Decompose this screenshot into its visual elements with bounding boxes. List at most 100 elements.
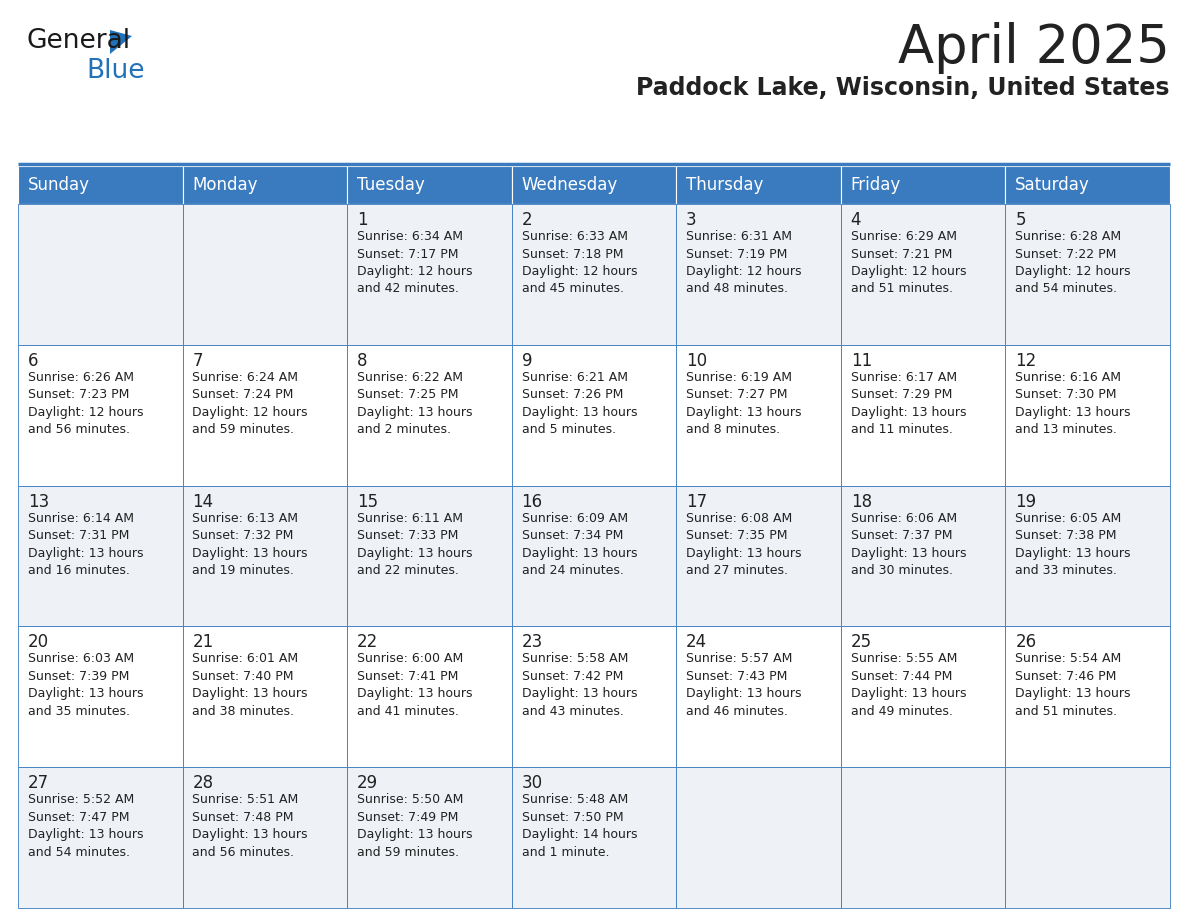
FancyBboxPatch shape: [18, 166, 183, 204]
Text: Sunrise: 6:33 AM
Sunset: 7:18 PM
Daylight: 12 hours
and 45 minutes.: Sunrise: 6:33 AM Sunset: 7:18 PM Dayligh…: [522, 230, 637, 296]
Text: 28: 28: [192, 774, 214, 792]
Text: Sunrise: 6:13 AM
Sunset: 7:32 PM
Daylight: 13 hours
and 19 minutes.: Sunrise: 6:13 AM Sunset: 7:32 PM Dayligh…: [192, 511, 308, 577]
FancyBboxPatch shape: [512, 486, 676, 626]
Text: 13: 13: [27, 493, 49, 510]
Text: 5: 5: [1016, 211, 1025, 229]
Text: Sunrise: 6:16 AM
Sunset: 7:30 PM
Daylight: 13 hours
and 13 minutes.: Sunrise: 6:16 AM Sunset: 7:30 PM Dayligh…: [1016, 371, 1131, 436]
Text: Sunrise: 6:11 AM
Sunset: 7:33 PM
Daylight: 13 hours
and 22 minutes.: Sunrise: 6:11 AM Sunset: 7:33 PM Dayligh…: [358, 511, 473, 577]
Text: Sunrise: 5:58 AM
Sunset: 7:42 PM
Daylight: 13 hours
and 43 minutes.: Sunrise: 5:58 AM Sunset: 7:42 PM Dayligh…: [522, 653, 637, 718]
FancyBboxPatch shape: [18, 486, 183, 626]
Text: Sunrise: 6:17 AM
Sunset: 7:29 PM
Daylight: 13 hours
and 11 minutes.: Sunrise: 6:17 AM Sunset: 7:29 PM Dayligh…: [851, 371, 966, 436]
FancyBboxPatch shape: [347, 486, 512, 626]
Text: Sunrise: 5:52 AM
Sunset: 7:47 PM
Daylight: 13 hours
and 54 minutes.: Sunrise: 5:52 AM Sunset: 7:47 PM Dayligh…: [27, 793, 144, 858]
Text: Sunrise: 6:28 AM
Sunset: 7:22 PM
Daylight: 12 hours
and 54 minutes.: Sunrise: 6:28 AM Sunset: 7:22 PM Dayligh…: [1016, 230, 1131, 296]
Text: Sunrise: 6:19 AM
Sunset: 7:27 PM
Daylight: 13 hours
and 8 minutes.: Sunrise: 6:19 AM Sunset: 7:27 PM Dayligh…: [687, 371, 802, 436]
FancyBboxPatch shape: [1005, 204, 1170, 345]
Text: Sunrise: 6:24 AM
Sunset: 7:24 PM
Daylight: 12 hours
and 59 minutes.: Sunrise: 6:24 AM Sunset: 7:24 PM Dayligh…: [192, 371, 308, 436]
Text: 6: 6: [27, 352, 38, 370]
Text: Sunrise: 6:29 AM
Sunset: 7:21 PM
Daylight: 12 hours
and 51 minutes.: Sunrise: 6:29 AM Sunset: 7:21 PM Dayligh…: [851, 230, 966, 296]
FancyBboxPatch shape: [183, 345, 347, 486]
Text: 30: 30: [522, 774, 543, 792]
Text: Sunrise: 6:21 AM
Sunset: 7:26 PM
Daylight: 13 hours
and 5 minutes.: Sunrise: 6:21 AM Sunset: 7:26 PM Dayligh…: [522, 371, 637, 436]
FancyBboxPatch shape: [347, 767, 512, 908]
Text: 14: 14: [192, 493, 214, 510]
Text: Sunrise: 6:01 AM
Sunset: 7:40 PM
Daylight: 13 hours
and 38 minutes.: Sunrise: 6:01 AM Sunset: 7:40 PM Dayligh…: [192, 653, 308, 718]
Text: 21: 21: [192, 633, 214, 652]
Text: Blue: Blue: [86, 58, 145, 84]
Text: April 2025: April 2025: [898, 22, 1170, 74]
Text: 27: 27: [27, 774, 49, 792]
Polygon shape: [110, 30, 132, 54]
FancyBboxPatch shape: [183, 204, 347, 345]
Text: Sunrise: 5:54 AM
Sunset: 7:46 PM
Daylight: 13 hours
and 51 minutes.: Sunrise: 5:54 AM Sunset: 7:46 PM Dayligh…: [1016, 653, 1131, 718]
FancyBboxPatch shape: [512, 345, 676, 486]
Text: Sunrise: 6:26 AM
Sunset: 7:23 PM
Daylight: 12 hours
and 56 minutes.: Sunrise: 6:26 AM Sunset: 7:23 PM Dayligh…: [27, 371, 144, 436]
Text: Sunrise: 6:14 AM
Sunset: 7:31 PM
Daylight: 13 hours
and 16 minutes.: Sunrise: 6:14 AM Sunset: 7:31 PM Dayligh…: [27, 511, 144, 577]
FancyBboxPatch shape: [512, 626, 676, 767]
FancyBboxPatch shape: [1005, 166, 1170, 204]
Text: Sunrise: 6:06 AM
Sunset: 7:37 PM
Daylight: 13 hours
and 30 minutes.: Sunrise: 6:06 AM Sunset: 7:37 PM Dayligh…: [851, 511, 966, 577]
Text: Wednesday: Wednesday: [522, 176, 618, 194]
Text: 26: 26: [1016, 633, 1036, 652]
FancyBboxPatch shape: [18, 345, 183, 486]
Text: Sunrise: 6:05 AM
Sunset: 7:38 PM
Daylight: 13 hours
and 33 minutes.: Sunrise: 6:05 AM Sunset: 7:38 PM Dayligh…: [1016, 511, 1131, 577]
Text: 19: 19: [1016, 493, 1036, 510]
FancyBboxPatch shape: [1005, 767, 1170, 908]
Text: Sunrise: 6:22 AM
Sunset: 7:25 PM
Daylight: 13 hours
and 2 minutes.: Sunrise: 6:22 AM Sunset: 7:25 PM Dayligh…: [358, 371, 473, 436]
FancyBboxPatch shape: [676, 204, 841, 345]
Text: 11: 11: [851, 352, 872, 370]
FancyBboxPatch shape: [841, 345, 1005, 486]
FancyBboxPatch shape: [347, 626, 512, 767]
Text: 23: 23: [522, 633, 543, 652]
FancyBboxPatch shape: [347, 166, 512, 204]
Text: 22: 22: [358, 633, 378, 652]
Text: Friday: Friday: [851, 176, 901, 194]
FancyBboxPatch shape: [841, 486, 1005, 626]
Text: 3: 3: [687, 211, 697, 229]
FancyBboxPatch shape: [183, 166, 347, 204]
Text: Sunday: Sunday: [27, 176, 90, 194]
Text: 24: 24: [687, 633, 707, 652]
FancyBboxPatch shape: [347, 204, 512, 345]
Text: 29: 29: [358, 774, 378, 792]
FancyBboxPatch shape: [676, 626, 841, 767]
Text: Thursday: Thursday: [687, 176, 764, 194]
FancyBboxPatch shape: [841, 204, 1005, 345]
Text: 15: 15: [358, 493, 378, 510]
Text: Paddock Lake, Wisconsin, United States: Paddock Lake, Wisconsin, United States: [637, 76, 1170, 100]
FancyBboxPatch shape: [1005, 345, 1170, 486]
FancyBboxPatch shape: [18, 204, 183, 345]
Text: General: General: [26, 28, 131, 54]
Text: Sunrise: 5:57 AM
Sunset: 7:43 PM
Daylight: 13 hours
and 46 minutes.: Sunrise: 5:57 AM Sunset: 7:43 PM Dayligh…: [687, 653, 802, 718]
Text: Tuesday: Tuesday: [358, 176, 425, 194]
FancyBboxPatch shape: [183, 767, 347, 908]
Text: Sunrise: 6:00 AM
Sunset: 7:41 PM
Daylight: 13 hours
and 41 minutes.: Sunrise: 6:00 AM Sunset: 7:41 PM Dayligh…: [358, 653, 473, 718]
Text: 9: 9: [522, 352, 532, 370]
FancyBboxPatch shape: [18, 767, 183, 908]
FancyBboxPatch shape: [841, 626, 1005, 767]
Text: 8: 8: [358, 352, 367, 370]
FancyBboxPatch shape: [183, 486, 347, 626]
Text: Sunrise: 6:03 AM
Sunset: 7:39 PM
Daylight: 13 hours
and 35 minutes.: Sunrise: 6:03 AM Sunset: 7:39 PM Dayligh…: [27, 653, 144, 718]
FancyBboxPatch shape: [347, 345, 512, 486]
FancyBboxPatch shape: [1005, 626, 1170, 767]
Text: 10: 10: [687, 352, 707, 370]
FancyBboxPatch shape: [841, 166, 1005, 204]
Text: 12: 12: [1016, 352, 1037, 370]
Text: 1: 1: [358, 211, 367, 229]
Text: Sunrise: 6:31 AM
Sunset: 7:19 PM
Daylight: 12 hours
and 48 minutes.: Sunrise: 6:31 AM Sunset: 7:19 PM Dayligh…: [687, 230, 802, 296]
Text: 4: 4: [851, 211, 861, 229]
FancyBboxPatch shape: [1005, 486, 1170, 626]
FancyBboxPatch shape: [676, 166, 841, 204]
Text: Sunrise: 5:48 AM
Sunset: 7:50 PM
Daylight: 14 hours
and 1 minute.: Sunrise: 5:48 AM Sunset: 7:50 PM Dayligh…: [522, 793, 637, 858]
Text: 2: 2: [522, 211, 532, 229]
Text: Sunrise: 5:50 AM
Sunset: 7:49 PM
Daylight: 13 hours
and 59 minutes.: Sunrise: 5:50 AM Sunset: 7:49 PM Dayligh…: [358, 793, 473, 858]
Text: 25: 25: [851, 633, 872, 652]
Text: Sunrise: 6:09 AM
Sunset: 7:34 PM
Daylight: 13 hours
and 24 minutes.: Sunrise: 6:09 AM Sunset: 7:34 PM Dayligh…: [522, 511, 637, 577]
Text: Sunrise: 6:34 AM
Sunset: 7:17 PM
Daylight: 12 hours
and 42 minutes.: Sunrise: 6:34 AM Sunset: 7:17 PM Dayligh…: [358, 230, 473, 296]
FancyBboxPatch shape: [183, 626, 347, 767]
Text: 20: 20: [27, 633, 49, 652]
Text: Saturday: Saturday: [1016, 176, 1091, 194]
Text: Monday: Monday: [192, 176, 258, 194]
FancyBboxPatch shape: [18, 626, 183, 767]
